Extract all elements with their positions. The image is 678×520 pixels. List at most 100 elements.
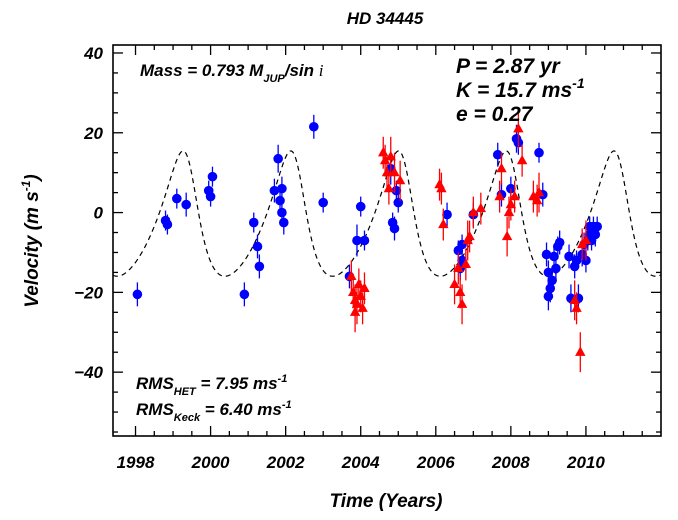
het-point: [172, 193, 182, 204]
keck-point: [468, 206, 479, 217]
keck-point: [516, 154, 528, 165]
het-point: [269, 185, 280, 196]
het-point: [275, 195, 285, 206]
het-point: [359, 235, 370, 246]
het-point: [541, 249, 552, 260]
het-point: [554, 237, 565, 248]
het-point: [207, 171, 218, 182]
keck-point: [580, 234, 592, 245]
het-point: [564, 251, 574, 262]
keck-point: [531, 194, 543, 205]
keck-point: [494, 190, 505, 201]
keck-point: [464, 230, 475, 241]
keck-point: [351, 298, 363, 308]
rms-het-annotation: RMSHET = 7.95 ms-1: [136, 373, 287, 398]
het-point: [393, 197, 404, 208]
het-point: [571, 255, 582, 266]
het-point: [590, 229, 601, 240]
het-point: [592, 221, 602, 232]
het-point: [252, 241, 263, 252]
het-point: [547, 275, 557, 286]
het-point: [181, 199, 191, 210]
y-tick-label: 0: [94, 204, 104, 223]
x-tick-label: 2010: [566, 453, 605, 472]
y-tick-label: −40: [74, 363, 103, 382]
keck-point: [385, 150, 396, 161]
x-tick-label: 2004: [341, 453, 380, 472]
x-tick-label: 2000: [191, 453, 230, 472]
keck-point: [509, 190, 520, 201]
keck-point: [357, 302, 368, 312]
het-point: [551, 263, 561, 274]
het-point: [442, 209, 452, 220]
het-point: [545, 283, 556, 294]
het-point: [352, 235, 362, 246]
het-point: [389, 223, 400, 234]
het-point: [543, 291, 554, 302]
keck-point: [513, 122, 524, 133]
keck-series: [346, 108, 592, 373]
het-series: [132, 114, 602, 313]
keck-point: [456, 298, 468, 308]
keck-point: [503, 206, 515, 217]
keck-point: [460, 258, 472, 269]
het-point: [205, 191, 216, 202]
keck-point: [501, 230, 513, 241]
het-point: [273, 153, 283, 164]
eccentricity-annotation: e = 0.27: [456, 103, 534, 126]
keck-point: [381, 166, 393, 177]
y-tick-label: 40: [83, 44, 103, 63]
keck-point: [454, 286, 466, 296]
het-point: [254, 261, 265, 272]
keck-point: [449, 278, 460, 288]
het-point: [278, 217, 289, 228]
mass-annotation: Mass = 0.793 MJUP/sin i: [140, 61, 324, 85]
het-point: [534, 147, 544, 158]
het-point: [318, 197, 328, 208]
keck-point: [379, 154, 391, 165]
tick-labels: 1998 2000 2002 2004 2006 2008 2010 40 20 0 −20 −40: [74, 44, 605, 472]
y-tick-label: −20: [74, 283, 103, 302]
x-tick-label: 2006: [416, 453, 455, 472]
axis-ticks: [113, 45, 661, 436]
keck-point: [453, 262, 464, 273]
het-point: [309, 121, 319, 132]
keck-point: [353, 278, 365, 288]
het-point: [277, 183, 287, 194]
keck-point: [383, 182, 395, 193]
keck-point: [475, 202, 487, 213]
x-axis-label: Time (Years): [330, 491, 443, 512]
keck-point: [533, 186, 545, 197]
het-point: [492, 149, 503, 160]
period-annotation: P = 2.87 yr: [456, 55, 562, 78]
het-point: [248, 217, 259, 228]
keck-point: [571, 302, 582, 312]
chart-title: HD 34445: [347, 9, 424, 28]
keck-point: [394, 174, 406, 185]
keck-point: [505, 198, 517, 209]
keck-point: [378, 146, 389, 157]
keck-point: [496, 162, 507, 173]
keck-point: [355, 290, 366, 300]
rms-keck-annotation: RMSKeck = 6.40 ms-1: [136, 399, 292, 424]
keck-point: [575, 346, 586, 356]
plot-frame: [112, 44, 662, 437]
keck-point: [359, 282, 370, 292]
keck-point: [346, 270, 357, 281]
het-point: [355, 201, 366, 212]
keck-point: [348, 286, 359, 296]
y-tick-label: 20: [83, 124, 103, 143]
x-tick-label: 1998: [117, 453, 155, 472]
het-point: [277, 207, 287, 218]
keck-point: [569, 294, 580, 304]
keck-point: [389, 166, 400, 177]
y-axis-label: Velocity (m s-1): [19, 174, 43, 308]
x-tick-label: 2008: [491, 453, 530, 472]
amplitude-annotation: K = 15.7 ms-1: [456, 75, 585, 102]
keck-point: [436, 182, 447, 193]
het-point: [162, 219, 173, 230]
x-tick-label: 2002: [266, 453, 305, 472]
het-point: [132, 289, 143, 300]
het-point: [239, 289, 250, 300]
